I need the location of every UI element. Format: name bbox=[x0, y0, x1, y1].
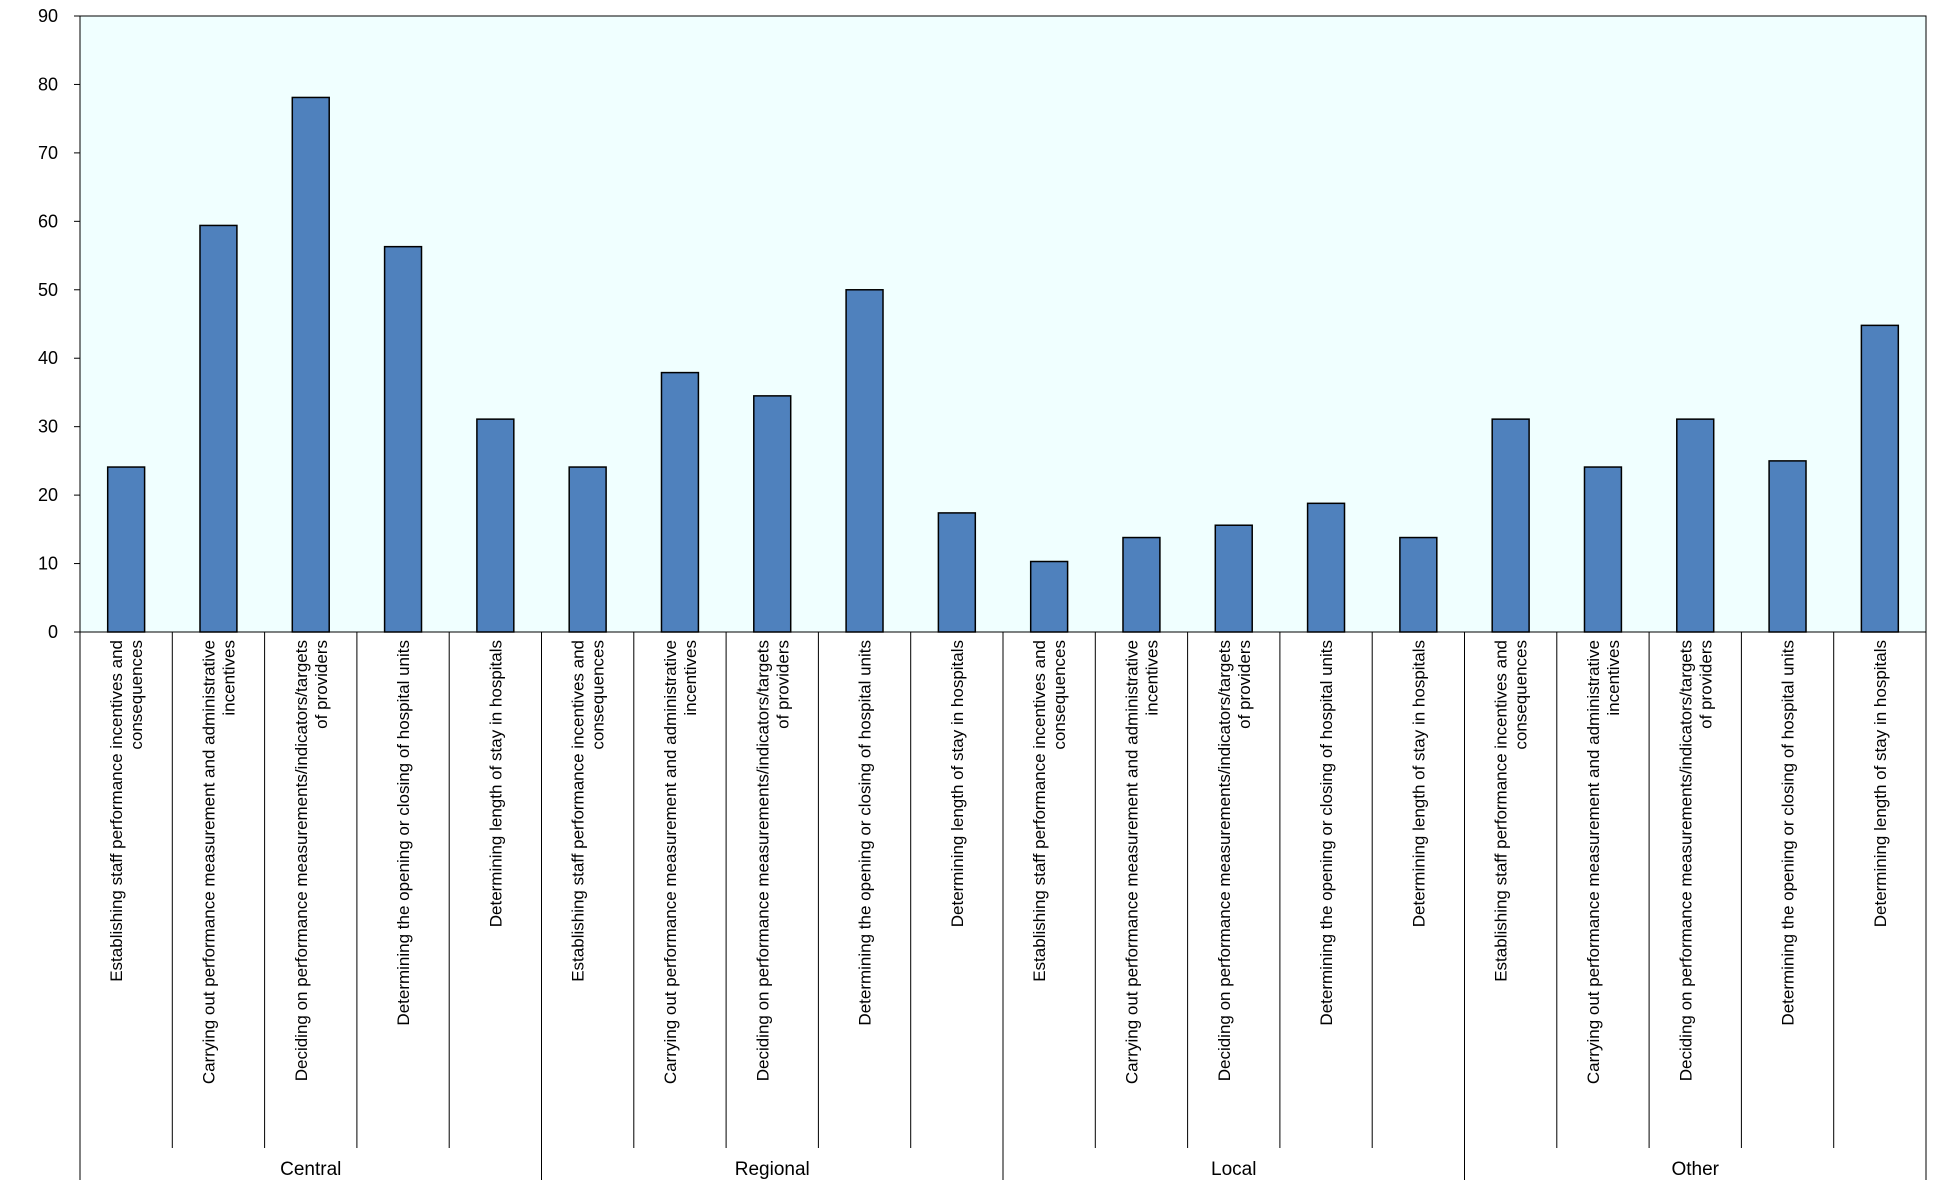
x-tick-label: Determining the opening or closing of ho… bbox=[856, 640, 875, 1026]
x-tick-label: Carrying out performance measurement and… bbox=[199, 640, 238, 1084]
y-tick-label: 0 bbox=[48, 622, 58, 642]
y-tick-label: 40 bbox=[38, 348, 58, 368]
plot-area bbox=[79, 15, 1927, 633]
x-tick-label: Carrying out performance measurement and… bbox=[1584, 640, 1623, 1084]
x-tick-label: Determining length of stay in hospitals bbox=[1409, 640, 1428, 927]
x-tick-label: Establishing staff performance incentive… bbox=[1030, 640, 1069, 982]
y-tick-label: 10 bbox=[38, 554, 58, 574]
bar bbox=[106, 466, 146, 633]
x-tick-label: Determining length of stay in hospitals bbox=[948, 640, 967, 927]
y-tick-label: 20 bbox=[38, 485, 58, 505]
y-tick-label: 90 bbox=[38, 6, 58, 26]
x-tick-label: Determining length of stay in hospitals bbox=[1871, 640, 1890, 927]
y-tick-label: 80 bbox=[38, 74, 58, 94]
bar bbox=[1860, 324, 1900, 633]
x-tick-label: Determining the opening or closing of ho… bbox=[1317, 640, 1336, 1026]
bar bbox=[937, 512, 977, 633]
y-tick-label: 70 bbox=[38, 143, 58, 163]
y-tick-label: 30 bbox=[38, 417, 58, 437]
group-label: Central bbox=[280, 1159, 341, 1180]
x-tick-label: Carrying out performance measurement and… bbox=[661, 640, 700, 1084]
bar bbox=[1768, 460, 1807, 633]
bar bbox=[291, 96, 330, 633]
bar bbox=[199, 224, 238, 633]
y-tick-label: 60 bbox=[38, 211, 58, 231]
y-axis: 0 10 20 30 40 50 60 70 80 90 bbox=[38, 6, 80, 642]
x-tick-label: Determining the opening or closing of ho… bbox=[1779, 640, 1798, 1026]
bar bbox=[1122, 536, 1161, 633]
x-tick-label: Carrying out performance measurement and… bbox=[1122, 640, 1161, 1084]
y-tick-label: 50 bbox=[38, 280, 58, 300]
x-axis: Establishing staff performance incentive… bbox=[79, 632, 1927, 1180]
bar bbox=[1676, 418, 1715, 633]
bar bbox=[476, 418, 515, 633]
bar bbox=[1029, 560, 1069, 633]
bar bbox=[845, 289, 884, 633]
x-tick-label: Determining length of stay in hospitals bbox=[486, 640, 505, 927]
x-tick-label: Deciding on performance measurements/ind… bbox=[753, 640, 792, 1081]
bar bbox=[1491, 418, 1530, 633]
x-tick-label: Deciding on performance measurements/ind… bbox=[292, 640, 331, 1081]
bar bbox=[1583, 466, 1623, 633]
group-label: Local bbox=[1211, 1159, 1256, 1180]
bar bbox=[753, 395, 792, 633]
x-tick-label: Establishing staff performance incentive… bbox=[569, 640, 608, 982]
x-tick-label: Establishing staff performance incentive… bbox=[107, 640, 146, 982]
bar bbox=[1214, 524, 1253, 633]
bar bbox=[568, 466, 607, 633]
bar bbox=[1306, 502, 1346, 633]
group-label: Regional bbox=[735, 1159, 810, 1180]
x-tick-label: Deciding on performance measurements/ind… bbox=[1676, 640, 1715, 1081]
bar bbox=[383, 245, 423, 633]
x-tick-label: Establishing staff performance incentive… bbox=[1492, 640, 1531, 982]
bar-series bbox=[106, 96, 1900, 633]
bar bbox=[660, 371, 700, 633]
x-tick-label: Deciding on performance measurements/ind… bbox=[1215, 640, 1254, 1081]
bar bbox=[1399, 536, 1438, 633]
group-label: Other bbox=[1671, 1159, 1719, 1180]
x-tick-label: Determining the opening or closing of ho… bbox=[394, 640, 413, 1026]
